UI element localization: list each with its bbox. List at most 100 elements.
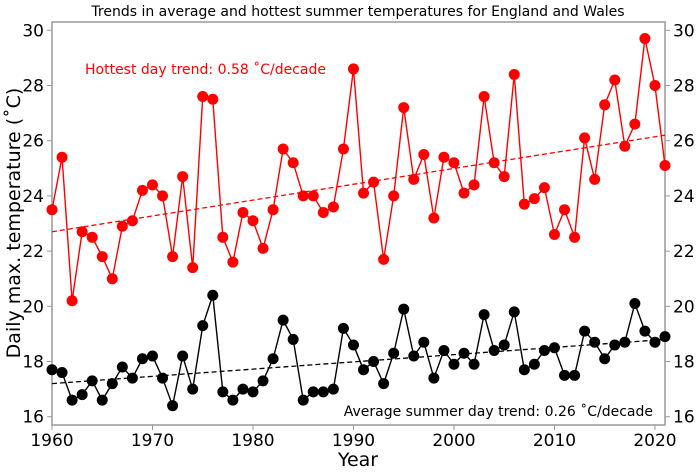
- chart-title: Trends in average and hottest summer tem…: [90, 4, 624, 20]
- average-day-point: [86, 375, 98, 387]
- average-day-point: [167, 400, 179, 412]
- x-tick-label: 1990: [332, 431, 375, 451]
- y-tick-label-left: 20: [22, 297, 44, 317]
- hottest-day-point: [639, 33, 651, 45]
- y-tick-label-left: 22: [22, 242, 44, 262]
- y-tick-label-left: 26: [22, 132, 44, 152]
- average-day-point: [599, 353, 611, 365]
- average-day-point: [478, 309, 490, 321]
- hottest-day-point: [378, 253, 390, 265]
- average-trend-label: Average summer day trend: 0.26 ˚C/decade: [344, 403, 653, 420]
- average-day-point: [106, 378, 118, 390]
- average-day-point: [398, 303, 410, 315]
- average-day-series-line: [51, 295, 666, 409]
- average-day-point: [347, 339, 359, 351]
- average-day-point: [579, 325, 591, 337]
- hottest-day-point: [478, 91, 490, 103]
- average-day-point: [136, 353, 148, 365]
- hottest-day-point: [227, 256, 239, 268]
- hottest-day-point: [458, 187, 470, 199]
- hottest-day-point: [438, 151, 450, 163]
- x-tick-label: 1980: [231, 431, 274, 451]
- hottest-day-point: [307, 190, 319, 202]
- hottest-day-point: [157, 190, 169, 202]
- y-tick-label-right: 30: [673, 21, 695, 41]
- average-day-point: [197, 320, 209, 332]
- average-day-point: [619, 336, 631, 348]
- average-day-point: [498, 339, 510, 351]
- average-day-point: [508, 306, 520, 318]
- average-day-point: [468, 358, 480, 370]
- hottest-day-point: [136, 184, 148, 196]
- average-day-point: [66, 394, 78, 406]
- average-day-point: [639, 325, 651, 337]
- hottest-day-point: [428, 212, 440, 224]
- average-day-point: [548, 342, 560, 354]
- hottest-trend-label: Hottest day trend: 0.58 ˚C/decade: [85, 61, 326, 78]
- hottest-day-point: [56, 151, 68, 163]
- hottest-day-point: [187, 262, 199, 274]
- hottest-day-trend-line: [51, 134, 666, 233]
- hottest-day-point: [609, 74, 621, 86]
- plot-frame: [51, 21, 666, 426]
- average-day-point: [518, 364, 530, 376]
- y-tick-label-right: 20: [673, 297, 695, 317]
- hottest-day-point: [649, 79, 661, 91]
- hottest-day-point: [368, 176, 380, 188]
- y-tick-label-left: 28: [22, 76, 44, 96]
- y-tick-label-left: 24: [22, 187, 44, 207]
- hottest-day-point: [398, 102, 410, 114]
- hottest-day-point: [358, 187, 370, 199]
- average-day-point: [488, 344, 500, 356]
- average-day-point: [438, 344, 450, 356]
- x-tick-label: 2010: [533, 431, 576, 451]
- average-day-point: [327, 383, 339, 395]
- average-day-point: [408, 350, 420, 362]
- average-day-point: [378, 378, 390, 390]
- hottest-day-point: [96, 251, 108, 263]
- average-day-point: [96, 394, 108, 406]
- x-tick-label: 2020: [633, 431, 676, 451]
- average-day-point: [126, 372, 138, 384]
- y-tick-label-left: 30: [22, 21, 44, 41]
- y-tick-label-right: 16: [673, 408, 695, 428]
- hottest-day-point: [197, 91, 209, 103]
- average-day-point: [146, 350, 158, 362]
- hottest-day-point: [297, 190, 309, 202]
- hottest-day-point: [559, 204, 571, 216]
- hottest-day-point: [86, 231, 98, 243]
- average-day-point: [287, 333, 299, 345]
- average-day-point: [237, 383, 249, 395]
- average-day-point: [609, 339, 621, 351]
- hottest-day-point: [217, 231, 229, 243]
- hottest-day-point: [247, 215, 259, 227]
- average-day-point: [207, 289, 219, 301]
- hottest-day-point: [498, 171, 510, 183]
- average-day-point: [368, 356, 380, 368]
- average-day-point: [629, 298, 641, 310]
- x-tick-label: 1960: [30, 431, 73, 451]
- hottest-day-point: [146, 179, 158, 191]
- hottest-day-point: [337, 143, 349, 155]
- average-day-point: [46, 364, 58, 376]
- y-axis-label: Daily max. temperature (˚C): [3, 88, 25, 359]
- hottest-day-point: [116, 220, 128, 232]
- average-day-point: [297, 394, 309, 406]
- hottest-day-point: [106, 273, 118, 285]
- hottest-day-point: [267, 204, 279, 216]
- average-day-trend-line: [51, 338, 666, 385]
- average-day-point: [569, 369, 581, 381]
- average-day-point: [317, 386, 329, 398]
- hottest-day-point: [408, 173, 420, 185]
- average-day-point: [589, 336, 601, 348]
- average-day-point: [227, 394, 239, 406]
- hottest-day-point: [528, 193, 540, 205]
- hottest-day-point: [629, 118, 641, 130]
- hottest-day-point: [76, 226, 88, 238]
- y-tick-label-left: 18: [22, 353, 44, 373]
- average-day-point: [458, 347, 470, 359]
- average-day-point: [659, 331, 671, 343]
- hottest-day-point: [448, 157, 460, 169]
- x-tick-label: 1970: [131, 431, 174, 451]
